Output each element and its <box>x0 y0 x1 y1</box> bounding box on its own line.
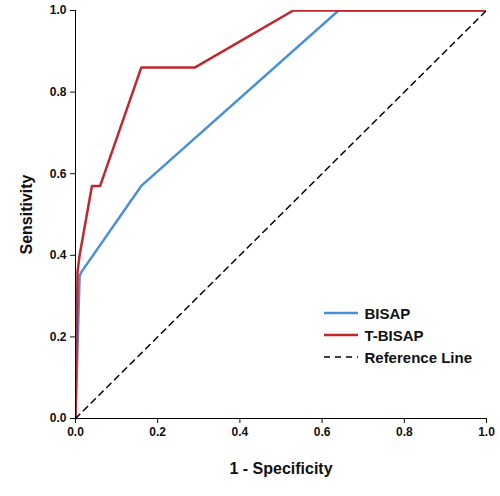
svg-text:1.0: 1.0 <box>50 3 67 17</box>
svg-text:0.4: 0.4 <box>50 248 67 262</box>
svg-text:0.2: 0.2 <box>50 330 67 344</box>
svg-text:1.0: 1.0 <box>478 425 495 439</box>
svg-text:0.2: 0.2 <box>149 425 166 439</box>
svg-text:0.4: 0.4 <box>232 425 249 439</box>
html-text:T-BISAP: T-BISAP <box>364 326 424 344</box>
svg-text:0.6: 0.6 <box>314 425 331 439</box>
html-text:Reference Line: Reference Line <box>364 348 472 366</box>
svg-text:1 - Specificity: 1 - Specificity <box>229 460 332 477</box>
svg-text:0.6: 0.6 <box>50 167 67 181</box>
svg-text:0.8: 0.8 <box>50 85 67 99</box>
svg-text:0.0: 0.0 <box>67 425 84 439</box>
svg-text:0.0: 0.0 <box>50 411 67 425</box>
svg-text:0.8: 0.8 <box>396 425 413 439</box>
svg-text:Sensitivity: Sensitivity <box>18 174 35 254</box>
html-text:BISAP: BISAP <box>364 304 411 322</box>
